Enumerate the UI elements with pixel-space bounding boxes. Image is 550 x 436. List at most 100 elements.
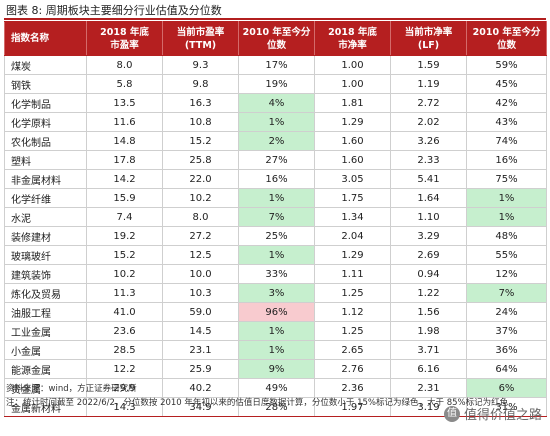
cell-pb-percentile: 45% <box>466 74 547 94</box>
cell-pb-current: 5.41 <box>390 169 467 189</box>
cell-index-name: 油服工程 <box>4 302 87 322</box>
footnote: 注：统计时间截至 2022/6/2，分位数按 2010 年年初以来的估值日度数据… <box>6 398 509 408</box>
cell-pe-current: 59.0 <box>162 302 239 322</box>
cell-pb-percentile: 16% <box>466 150 547 170</box>
cell-pe-percentile: 19% <box>238 74 315 94</box>
table-row: 油服工程 41.0 59.0 96% 1.12 1.56 24% <box>4 302 547 322</box>
cell-pb-percentile: 12% <box>466 264 547 284</box>
source-note: 资料来源：wind，方正证券研究所 <box>6 384 137 394</box>
table-row: 玻璃玻纤 15.2 12.5 1% 1.29 2.69 55% <box>4 245 547 265</box>
cell-pe-2018: 15.9 <box>86 188 163 208</box>
cell-pe-percentile: 1% <box>238 321 315 341</box>
cell-pb-percentile: 75% <box>466 169 547 189</box>
cell-index-name: 化学纤维 <box>4 188 87 208</box>
cell-pb-current: 1.64 <box>390 188 467 208</box>
cell-pe-percentile: 27% <box>238 150 315 170</box>
cell-pe-percentile: 1% <box>238 188 315 208</box>
watermark-text: 值得价值之路 <box>463 408 542 423</box>
figure-caption: 图表 8: 周期板块主要细分行业估值及分位数 <box>6 4 222 17</box>
cell-pe-2018: 10.2 <box>86 264 163 284</box>
cell-index-name: 煤炭 <box>4 55 87 75</box>
cell-pe-current: 15.2 <box>162 131 239 151</box>
cell-pb-2018: 1.00 <box>314 74 391 94</box>
table-row: 贵金属 29.9 40.2 49% 2.36 2.31 6% <box>4 378 547 398</box>
cell-pb-current: 6.16 <box>390 359 467 379</box>
cell-pe-2018: 8.0 <box>86 55 163 75</box>
table-notes: 资料来源：wind，方正证券研究所 注：统计时间截至 2022/6/2，分位数按… <box>6 382 508 410</box>
cell-pb-current: 1.56 <box>390 302 467 322</box>
cell-pb-percentile: 55% <box>466 245 547 265</box>
cell-pe-percentile: 1% <box>238 340 315 360</box>
cell-index-name: 工业金属 <box>4 321 87 341</box>
cell-pe-current: 10.0 <box>162 264 239 284</box>
cell-pe-2018: 7.4 <box>86 207 163 227</box>
table-row: 塑料 17.8 25.8 27% 1.60 2.33 16% <box>4 150 547 170</box>
cell-pb-2018: 1.81 <box>314 93 391 113</box>
cell-pe-current: 8.0 <box>162 207 239 227</box>
column-header-pb-percentile: 2010 年至今分 位数 <box>466 21 547 56</box>
cell-index-name: 非金属材料 <box>4 169 87 189</box>
cell-pb-percentile: 31% <box>466 397 547 417</box>
cell-pb-percentile: 36% <box>466 340 547 360</box>
cell-pb-2018: 1.60 <box>314 131 391 151</box>
cell-pe-2018: 13.5 <box>86 93 163 113</box>
cell-pb-percentile: 24% <box>466 302 547 322</box>
cell-pb-current: 0.94 <box>390 264 467 284</box>
cell-pb-percentile: 1% <box>466 188 547 208</box>
cell-pb-2018: 1.75 <box>314 188 391 208</box>
table-row: 煤炭 8.0 9.3 17% 1.00 1.59 59% <box>4 55 547 75</box>
column-header-pe-current: 当前市盈率 (TTM) <box>162 21 239 56</box>
cell-pe-2018: 28.5 <box>86 340 163 360</box>
cell-pb-current: 1.59 <box>390 55 467 75</box>
cell-pe-percentile: 9% <box>238 359 315 379</box>
cell-index-name: 炼化及贸易 <box>4 283 87 303</box>
cell-pb-percentile: 48% <box>466 226 547 246</box>
table-row: 小金属 28.5 23.1 1% 2.65 3.71 36% <box>4 340 547 360</box>
table-row: 能源金属 12.2 25.9 9% 2.76 6.16 64% <box>4 359 547 379</box>
cell-pe-current: 25.9 <box>162 359 239 379</box>
cell-pe-current: 25.8 <box>162 150 239 170</box>
cell-pe-current: 10.2 <box>162 188 239 208</box>
cell-pe-current: 9.8 <box>162 74 239 94</box>
cell-pb-2018: 2.65 <box>314 340 391 360</box>
column-header-pb-2018: 2018 年底 市净率 <box>314 21 391 56</box>
cell-pe-percentile: 33% <box>238 264 315 284</box>
cell-index-name: 钢铁 <box>4 74 87 94</box>
cell-pe-percentile: 4% <box>238 93 315 113</box>
valuation-table: 指数名称 2018 年底 市盈率 当前市盈率 (TTM) 2010 年至今分 位数 2… <box>4 21 547 417</box>
cell-pb-percentile: 1% <box>466 207 547 227</box>
cell-pb-percentile: 37% <box>466 321 547 341</box>
cell-pe-2018: 15.2 <box>86 245 163 265</box>
cell-pe-percentile: 17% <box>238 55 315 75</box>
table-row: 化学纤维 15.9 10.2 1% 1.75 1.64 1% <box>4 188 547 208</box>
cell-pe-2018: 12.2 <box>86 359 163 379</box>
cell-pb-2018: 1.11 <box>314 264 391 284</box>
cell-pb-current: 3.71 <box>390 340 467 360</box>
table-row: 工业金属 23.6 14.5 1% 1.25 1.98 37% <box>4 321 547 341</box>
table-row: 建筑装饰 10.2 10.0 33% 1.11 0.94 12% <box>4 264 547 284</box>
cell-pe-current: 22.0 <box>162 169 239 189</box>
cell-pb-percentile: 64% <box>466 359 547 379</box>
cell-index-name: 塑料 <box>4 150 87 170</box>
table-row: 化学制品 13.5 16.3 4% 1.81 2.72 42% <box>4 93 547 113</box>
cell-pb-percentile: 43% <box>466 112 547 132</box>
cell-pe-percentile: 2% <box>238 131 315 151</box>
table-row: 水泥 7.4 8.0 7% 1.34 1.10 1% <box>4 207 547 227</box>
table-row: 炼化及贸易 11.3 10.3 3% 1.25 1.22 7% <box>4 283 547 303</box>
cell-pe-percentile: 16% <box>238 169 315 189</box>
cell-pe-current: 23.1 <box>162 340 239 360</box>
cell-pe-2018: 11.3 <box>86 283 163 303</box>
table-row: 钢铁 5.8 9.8 19% 1.00 1.19 45% <box>4 74 547 94</box>
cell-pb-2018: 2.04 <box>314 226 391 246</box>
table-row: 化学原料 11.6 10.8 1% 1.29 2.02 43% <box>4 112 547 132</box>
cell-pb-percentile: 59% <box>466 55 547 75</box>
watermark: 值 值得价值之路 <box>443 404 542 423</box>
caption-divider <box>4 18 546 20</box>
cell-pb-percentile: 74% <box>466 131 547 151</box>
cell-pb-current: 1.10 <box>390 207 467 227</box>
cell-pe-percentile: 3% <box>238 283 315 303</box>
cell-pb-2018: 2.76 <box>314 359 391 379</box>
cell-pb-2018: 1.29 <box>314 112 391 132</box>
column-header-pe-2018: 2018 年底 市盈率 <box>86 21 163 56</box>
cell-index-name: 建筑装饰 <box>4 264 87 284</box>
